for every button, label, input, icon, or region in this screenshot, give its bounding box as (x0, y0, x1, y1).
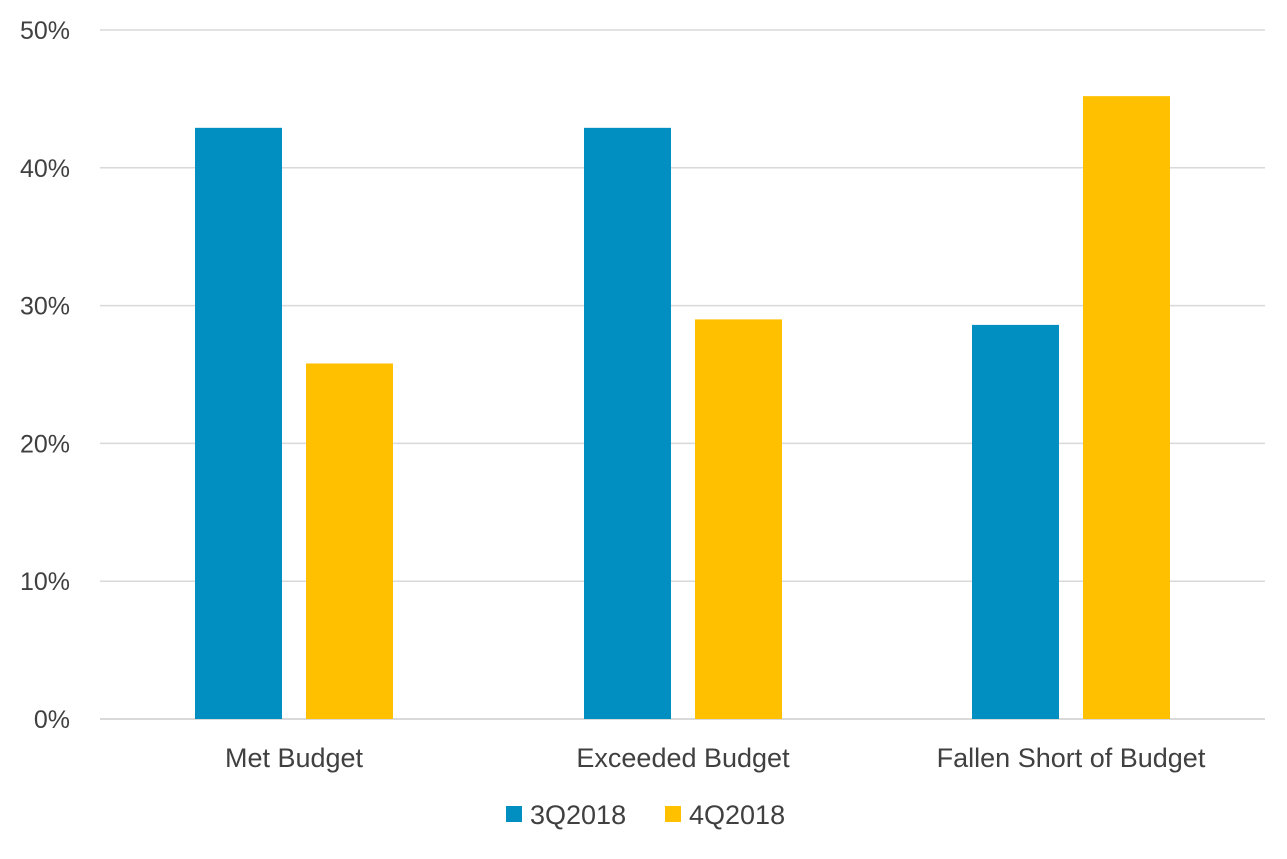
x-category-label: Exceeded Budget (576, 743, 790, 773)
legend-label: 3Q2018 (530, 800, 626, 830)
bar-3q2018-exceeded-budget (584, 127, 671, 719)
bar-3q2018-fallen-short-of-budget (972, 324, 1059, 719)
gridlines (100, 29, 1265, 720)
y-tick-label: 10% (20, 568, 70, 596)
legend-label: 4Q2018 (689, 800, 785, 830)
y-tick-label: 30% (20, 293, 70, 321)
bars (195, 96, 1170, 720)
y-axis-tick-labels: 0% 10% 20% 30% 40% 50% (20, 17, 70, 734)
y-tick-label: 40% (20, 155, 70, 183)
legend-swatch (506, 806, 522, 822)
x-category-label: Met Budget (225, 743, 364, 773)
y-tick-label: 50% (20, 17, 70, 45)
x-category-label: Fallen Short of Budget (937, 743, 1206, 773)
legend-swatch (665, 806, 681, 822)
y-tick-label: 20% (20, 430, 70, 458)
y-tick-label: 0% (34, 706, 70, 734)
bar-4q2018-exceeded-budget (695, 319, 782, 719)
legend: 3Q2018 4Q2018 (506, 800, 785, 830)
bar-4q2018-fallen-short-of-budget (1083, 96, 1170, 720)
bar-4q2018-met-budget (306, 363, 393, 719)
x-axis-category-labels: Met Budget Exceeded Budget Fallen Short of… (225, 743, 1206, 773)
bar-3q2018-met-budget (195, 127, 282, 719)
